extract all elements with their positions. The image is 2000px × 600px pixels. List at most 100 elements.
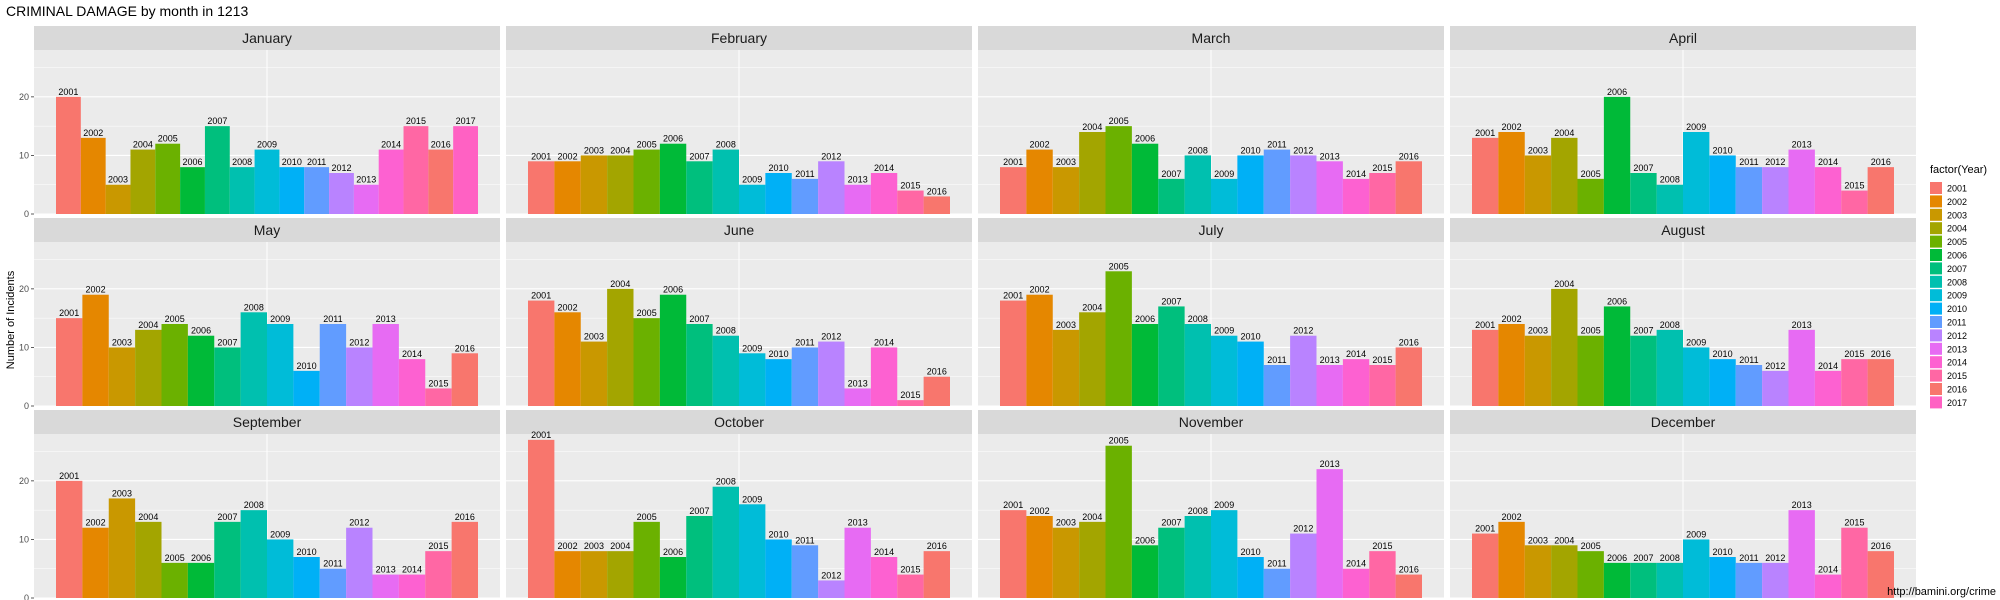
bar-label: 2006 [1607,296,1627,306]
bar-label: 2016 [927,541,947,551]
bar-label: 2002 [1030,285,1050,295]
bar-march-2008 [1184,155,1211,214]
bar-label: 2011 [1739,553,1758,563]
bar-march-2009 [1211,178,1238,214]
bar-label: 2002 [558,151,578,161]
facet-strip-label: January [242,30,292,46]
bar-label: 2008 [232,157,252,167]
bar-october-2003 [580,551,608,598]
bar-january-2014 [378,149,404,214]
bar-label: 2001 [1003,291,1023,301]
bar-label: 2013 [848,175,868,185]
bar-label: 2005 [1109,436,1129,446]
bar-label: 2013 [1792,500,1812,510]
bar-may-2001 [56,318,83,406]
facet-strip-label: February [711,30,767,46]
bar-august-2013 [1788,329,1815,406]
bar-label: 2010 [297,547,317,557]
legend-swatch-2015 [1930,369,1942,382]
legend-label-2016: 2016 [1947,385,1967,395]
bar-label: 2009 [742,175,762,185]
bar-label: 2011 [307,157,326,167]
y-tick-label: 20 [19,92,29,102]
facet-panel-october: October 2001 2002 2003 2004 2005 2006 2007 2008 2… [506,410,972,599]
bar-december-2010 [1709,557,1736,598]
bar-december-2016 [1867,551,1894,598]
bar-label: 2008 [1660,175,1680,185]
facet-panel-august: August 2001 2002 2003 2004 2005 2006 2007 2008 20… [1450,218,1916,407]
bar-label: 2008 [716,477,736,487]
bar-june-2002 [554,312,581,406]
legend-swatch-2017 [1930,396,1942,409]
bar-label: 2013 [376,314,396,324]
bar-august-2006 [1603,306,1631,406]
bar-december-2014 [1814,574,1842,598]
bar-label: 2002 [86,518,106,528]
bar-october-2012 [818,580,845,598]
bar-label: 2005 [1109,116,1129,126]
bar-label: 2012 [349,337,369,347]
facet-panel-december: December 2001 2002 2003 2004 2005 2006 2007 2008… [1450,410,1916,599]
bar-october-2010 [765,539,792,598]
bar-label: 2011 [1739,355,1758,365]
bar-july-2005 [1105,271,1132,406]
bar-may-2006 [187,335,215,406]
bar-december-2006 [1603,562,1631,598]
bar-label: 2010 [297,361,317,371]
bar-label: 2006 [191,326,211,336]
bar-may-2011 [319,324,347,406]
bar-may-2002 [82,294,109,406]
bar-may-2005 [161,324,188,406]
bar-march-2010 [1237,155,1264,214]
bar-label: 2005 [158,134,178,144]
legend-swatch-2010 [1930,302,1942,315]
bar-december-2007 [1630,562,1657,598]
y-tick-label: 20 [19,476,29,486]
bar-label: 2010 [1241,332,1261,342]
bar-label: 2007 [1633,326,1653,336]
chart-title: CRIMINAL DAMAGE by month in 1213 [6,3,248,19]
facet-strip [506,26,972,50]
bar-label: 2013 [1320,355,1340,365]
bar-label: 2004 [133,140,153,150]
bar-label: 2012 [1765,157,1785,167]
facet-strip-label: October [714,414,764,430]
bar-december-2005 [1577,551,1604,598]
bar-may-2016 [451,353,478,406]
bar-february-2003 [580,155,608,214]
bar-october-2016 [923,551,950,598]
y-tick-label: 0 [24,209,29,219]
bar-label: 2014 [402,349,422,359]
facet-panel-april: April 2001 2002 2003 2004 2005 2006 2007 2008 200… [1450,26,1916,215]
bar-label: 2004 [610,145,630,155]
bar-june-2007 [686,324,713,406]
bar-february-2009 [739,184,766,214]
bar-label: 2005 [637,512,657,522]
bar-june-2010 [765,359,792,406]
bar-label: 2003 [1528,535,1548,545]
bar-label: 2013 [1320,459,1340,469]
legend-swatch-2011 [1930,316,1942,328]
bar-label: 2008 [1660,320,1680,330]
bar-june-2003 [580,341,608,406]
bar-october-2007 [686,516,713,598]
bar-label: 2004 [138,512,158,522]
bar-march-2013 [1316,161,1343,214]
facet-strip-label: December [1651,414,1716,430]
bar-label: 2016 [1871,157,1891,167]
bar-october-2009 [739,504,766,598]
bar-label: 2008 [244,302,264,312]
bar-september-2011 [319,568,347,598]
bar-september-2013 [372,574,399,598]
bar-label: 2003 [112,488,132,498]
legend-swatch-2002 [1930,195,1942,208]
bar-label: 2014 [874,163,894,173]
bar-september-2009 [267,539,294,598]
bar-january-2017 [453,126,478,214]
bar-february-2007 [686,161,713,214]
bar-october-2015 [897,574,924,598]
legend-swatch-2001 [1930,182,1942,194]
legend-label-2006: 2006 [1947,251,1967,261]
bar-label: 2013 [848,378,868,388]
